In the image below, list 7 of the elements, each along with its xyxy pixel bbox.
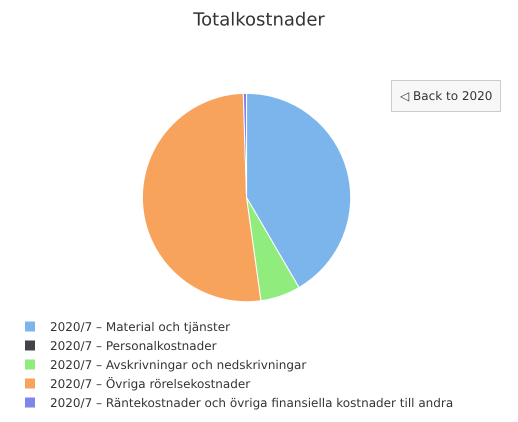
legend-label: 2020/7 – Övriga rörelsekostnader [50,377,250,392]
text: ◁ Back to 2020 [400,89,492,103]
legend-label: 2020/7 – Räntekostnader och övriga finansiella kostnader till andra [50,396,454,410]
legend-label: 2020/7 – Material och tjänster [50,320,230,334]
legend-label: 2020/7 – Avskrivningar och nedskrivningar [50,358,306,372]
chart-title: Totalkostnader [192,9,326,30]
legend-label: 2020/7 – Personalkostnader [50,339,217,354]
